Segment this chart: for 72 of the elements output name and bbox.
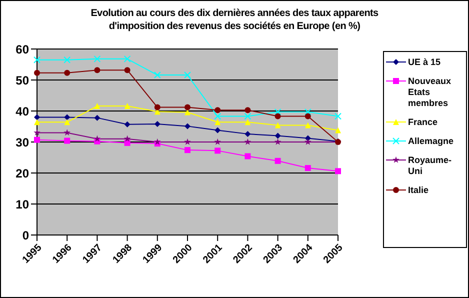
point: [214, 138, 222, 145]
point: [124, 67, 130, 74]
point: [154, 104, 160, 110]
point: [64, 70, 70, 76]
point: [244, 138, 252, 145]
point: [335, 168, 341, 174]
point: [274, 113, 281, 120]
point: [94, 103, 100, 110]
point: [214, 112, 222, 120]
point: [244, 119, 251, 126]
legend-label: Allemagne: [408, 136, 454, 147]
point: [94, 67, 100, 74]
legend-label: Royaume-Uni: [408, 155, 453, 177]
point: [274, 122, 281, 128]
point: [274, 132, 281, 139]
point: [124, 135, 131, 142]
point: [34, 129, 40, 136]
point: [274, 138, 282, 145]
y-tick-label: 60: [16, 42, 30, 56]
legend-label: France: [408, 117, 438, 128]
point: [34, 56, 40, 64]
point: [34, 114, 40, 120]
point: [94, 114, 100, 121]
point: [244, 130, 251, 137]
point: [64, 114, 70, 120]
point: [184, 147, 190, 154]
point: [334, 112, 342, 120]
point: [154, 121, 160, 128]
y-tick-label: 10: [16, 197, 30, 212]
point: [154, 72, 161, 79]
point: [184, 123, 190, 130]
legend-label: Nouveaux Etats membres: [408, 76, 452, 109]
point: [124, 55, 131, 62]
point: [214, 107, 221, 114]
point: [64, 129, 71, 136]
chart-title: Evolution au cours des dix dernières années des taux apparents d'imposition des revenus des sociétés en Europe (en %): [90, 7, 380, 33]
point: [124, 121, 130, 128]
point: [244, 112, 252, 120]
point: [274, 158, 281, 164]
point: [335, 127, 341, 134]
point: [214, 119, 221, 126]
point: [94, 55, 101, 62]
point: [214, 148, 221, 154]
point: [244, 107, 251, 114]
y-tick-label: 30: [16, 135, 30, 150]
point: [184, 72, 191, 79]
point: [214, 127, 221, 134]
legend-label: Italie: [408, 185, 429, 196]
y-tick-label: 20: [16, 166, 30, 180]
point: [64, 138, 70, 144]
point: [34, 70, 40, 76]
point: [304, 122, 311, 128]
point: [154, 138, 161, 145]
point: [94, 135, 101, 142]
point: [64, 119, 70, 126]
y-tick-label: 40: [16, 104, 30, 118]
point: [304, 108, 312, 116]
y-tick-label: 50: [16, 73, 30, 88]
point: [34, 119, 40, 126]
point: [34, 136, 40, 143]
point: [304, 113, 311, 120]
point: [184, 104, 190, 110]
point: [304, 165, 311, 172]
point: [124, 140, 130, 146]
point: [124, 103, 130, 110]
y-tick-label: 0: [22, 228, 30, 242]
point: [64, 56, 71, 64]
legend-label: UE à 15: [408, 57, 441, 68]
point: [304, 138, 312, 145]
point: [184, 138, 191, 145]
point: [274, 108, 282, 116]
point: [244, 153, 251, 160]
